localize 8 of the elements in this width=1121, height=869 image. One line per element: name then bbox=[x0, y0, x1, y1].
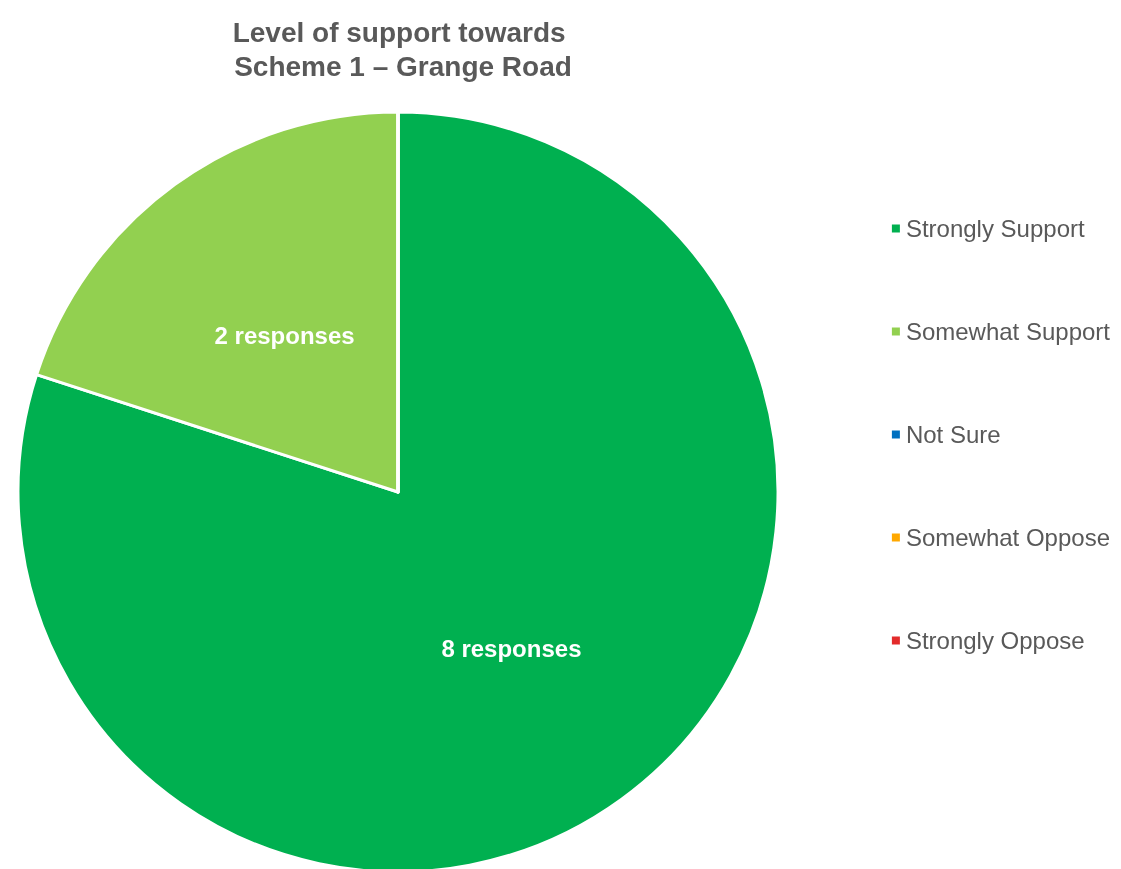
legend-label: Strongly Support bbox=[905, 215, 1085, 242]
data-label: 8 responses bbox=[441, 634, 582, 662]
legend-label: Not Sure bbox=[905, 421, 1001, 448]
legend-label: Somewhat Support bbox=[905, 318, 1111, 345]
legend-label: Somewhat Oppose bbox=[905, 524, 1111, 551]
data-label: 2 responses bbox=[214, 322, 355, 350]
chart-title: Level of support towards Scheme 1 – Grange Road bbox=[232, 16, 574, 82]
legend-label: Strongly Oppose bbox=[905, 627, 1085, 654]
